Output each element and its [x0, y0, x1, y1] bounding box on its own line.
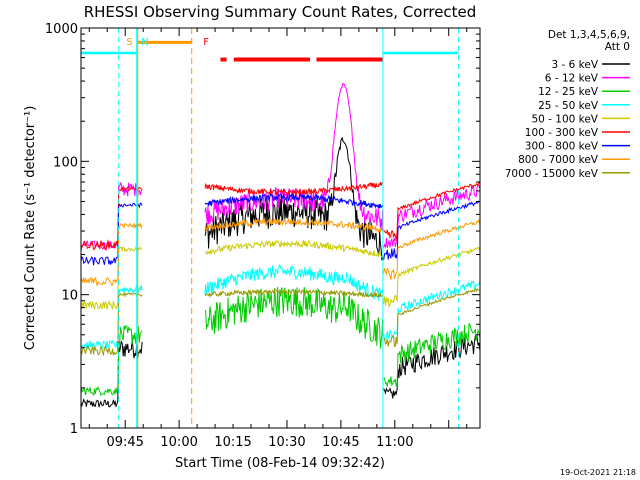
series-line-5-seg-1 [204, 181, 383, 197]
marker-label-n: N [141, 37, 148, 48]
series-line-2-seg-2 [383, 322, 481, 387]
x-tick-label: 09:45 [106, 435, 143, 450]
series-line-0-seg-1 [204, 136, 384, 261]
y-tick-label: 1000 [45, 22, 78, 37]
series-line-3-seg-0 [80, 284, 143, 351]
legend-label: 25 - 50 keV [538, 100, 599, 112]
series-line-3-seg-1 [204, 263, 384, 301]
series-line-1-seg-2 [383, 183, 481, 249]
series-line-4-seg-2 [383, 246, 481, 308]
timestamp: 19-Oct-2021 21:18 [560, 468, 636, 477]
x-axis-label: Start Time (08-Feb-14 09:32:42) [175, 456, 385, 471]
y-axis: 1 10 100 1000 [45, 22, 480, 437]
chart-title: RHESSI Observing Summary Count Rates, Co… [84, 3, 477, 21]
y-tick-label: 100 [53, 155, 78, 170]
legend-label: 7000 - 15000 keV [505, 168, 599, 180]
x-axis: 09:45 10:00 10:15 10:30 10:45 11:00 [88, 28, 468, 450]
marker-label-s: S [126, 37, 132, 48]
legend-label: 800 - 7000 keV [518, 154, 599, 166]
legend: Det 1,3,4,5,6,9,Att 0 3 - 6 keV 6 - 12 keV… [505, 29, 630, 180]
series-line-7-seg-1 [204, 217, 383, 234]
plot-frame [80, 27, 481, 429]
series-line-2-seg-1 [204, 286, 384, 349]
legend-label: 3 - 6 keV [551, 59, 598, 71]
x-tick-label: 11:00 [376, 435, 413, 450]
marker-label-f: F [203, 37, 209, 48]
legend-header-0: Det 1,3,4,5,6,9, [548, 29, 630, 41]
series-line-6-seg-2 [383, 200, 480, 260]
series-line-4-seg-0 [80, 246, 143, 310]
series-line-2-seg-0 [80, 325, 143, 397]
x-tick-label: 10:00 [160, 435, 197, 450]
y-axis-label: Corrected Count Rate (s⁻¹ detector⁻¹) [23, 106, 38, 351]
series-line-8-seg-2 [383, 287, 480, 348]
series-line-6-seg-1 [204, 192, 384, 209]
legend-label: 300 - 800 keV [525, 141, 599, 153]
y-tick-label: 10 [61, 289, 78, 304]
series-line-3-seg-2 [383, 279, 481, 342]
series-line-5-seg-2 [383, 181, 480, 242]
legend-header-1: Att 0 [605, 41, 630, 53]
series-line-7-seg-0 [80, 222, 143, 287]
x-tick-label: 10:15 [214, 435, 251, 450]
legend-label: 100 - 300 keV [525, 127, 599, 139]
series-line-8-seg-0 [80, 291, 143, 357]
y-tick-label: 1 [70, 422, 78, 437]
series-line-5-seg-0 [80, 186, 143, 251]
x-tick-label: 10:30 [268, 435, 305, 450]
x-tick-label: 10:45 [322, 435, 359, 450]
series-line-0-seg-2 [383, 334, 481, 399]
legend-label: 6 - 12 keV [545, 73, 599, 85]
series-line-8-seg-1 [204, 288, 383, 299]
series-line-4-seg-1 [204, 239, 383, 258]
legend-label: 50 - 100 keV [531, 113, 598, 125]
series-line-6-seg-0 [80, 202, 143, 266]
legend-label: 12 - 25 keV [538, 86, 599, 98]
series-line-7-seg-2 [383, 218, 481, 280]
